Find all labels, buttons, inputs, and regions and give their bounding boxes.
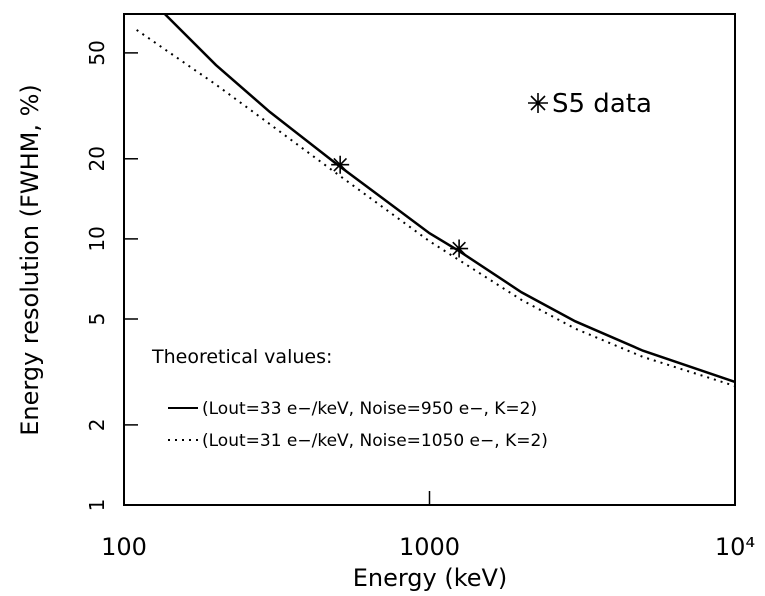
annotation: Theoretical values: (151, 346, 332, 368)
legend-label: (Lout=31 e−/keV, Noise=1050 e−, K=2) (202, 431, 548, 451)
data-line (136, 29, 735, 387)
legend-label: S5 data (552, 89, 652, 119)
data-point (450, 239, 469, 258)
y-tick-label: 1 (85, 499, 109, 512)
legend-label: (Lout=33 e−/keV, Noise=950 e−, K=2) (202, 399, 537, 419)
x-axis-label: Energy (keV) (353, 564, 508, 592)
y-tick-label: 5 (85, 313, 109, 326)
y-tick-label: 10 (85, 226, 109, 251)
y-tick-label: 20 (85, 146, 109, 171)
y-axis-label: Energy resolution (FWHM, %) (16, 84, 44, 436)
y-tick-label: 2 (85, 419, 109, 432)
y-tick-label: 50 (85, 40, 109, 65)
legend-marker (528, 93, 548, 113)
x-tick-label: 1000 (399, 533, 460, 561)
x-tick-label: 10⁴ (715, 533, 755, 561)
data-line (163, 14, 735, 384)
data-point (331, 155, 350, 174)
x-tick-label: 100 (101, 533, 147, 561)
